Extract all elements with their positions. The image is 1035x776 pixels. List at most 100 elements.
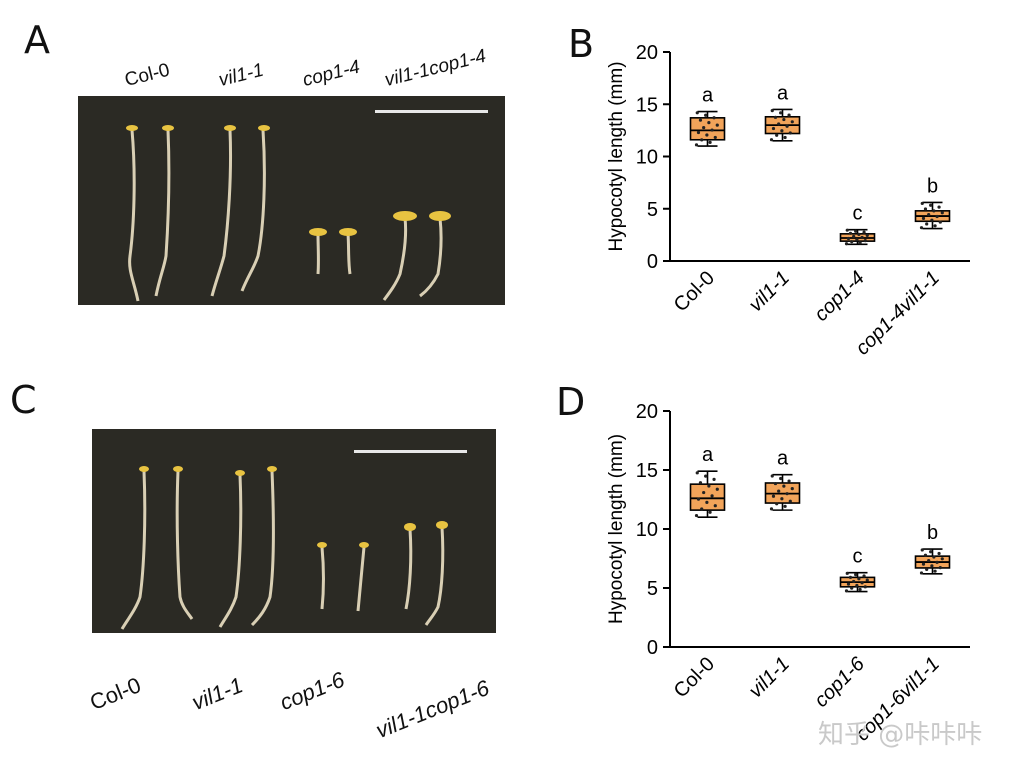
data-point bbox=[844, 242, 849, 246]
data-point bbox=[937, 205, 941, 209]
data-point bbox=[857, 232, 861, 236]
data-point bbox=[702, 125, 706, 130]
data-point bbox=[783, 504, 787, 508]
data-point bbox=[775, 133, 779, 137]
data-point bbox=[694, 143, 699, 147]
data-point bbox=[787, 479, 791, 483]
data-point bbox=[713, 504, 717, 508]
data-point bbox=[848, 231, 853, 235]
data-point bbox=[855, 583, 859, 588]
x-tick-label: vil1-1 bbox=[745, 653, 794, 702]
data-point bbox=[775, 502, 779, 506]
data-point bbox=[785, 492, 789, 496]
data-point bbox=[771, 494, 776, 498]
data-point bbox=[790, 487, 794, 491]
data-point bbox=[930, 218, 934, 222]
y-tick-label: 20 bbox=[636, 42, 658, 64]
data-point bbox=[707, 484, 711, 488]
genotype-label-double-c: vil1-1cop1-6 bbox=[372, 674, 493, 744]
y-tick-label: 10 bbox=[636, 519, 658, 541]
panel-letter-a: A bbox=[24, 18, 50, 62]
data-point bbox=[785, 124, 789, 128]
significance-letter: a bbox=[777, 82, 789, 104]
data-point bbox=[920, 548, 924, 552]
data-point bbox=[777, 122, 781, 126]
chart-b: 0 5 10 15 20 Hypocotyl length (mm) a Col-0 a vil1… bbox=[606, 42, 970, 360]
data-point bbox=[694, 513, 699, 518]
data-point bbox=[708, 140, 712, 144]
data-point bbox=[700, 138, 704, 142]
data-point bbox=[927, 213, 931, 217]
x-tick-label: cop1-6 bbox=[810, 652, 869, 711]
data-point bbox=[933, 569, 937, 573]
data-point bbox=[695, 471, 699, 475]
data-point bbox=[846, 582, 851, 586]
data-point bbox=[845, 571, 849, 575]
data-point bbox=[771, 126, 776, 131]
data-point bbox=[780, 497, 784, 501]
data-point bbox=[788, 131, 792, 135]
data-point bbox=[865, 233, 869, 237]
data-point bbox=[940, 557, 944, 561]
data-point bbox=[845, 228, 849, 232]
data-point bbox=[779, 111, 783, 115]
box-body bbox=[689, 483, 726, 511]
data-point bbox=[860, 235, 864, 240]
data-point bbox=[705, 133, 709, 137]
data-point bbox=[783, 135, 787, 140]
data-point bbox=[715, 487, 719, 491]
y-axis-label: Hypocotyl length (mm) bbox=[606, 61, 627, 251]
data-point bbox=[710, 128, 714, 132]
data-point bbox=[788, 499, 792, 503]
data-point bbox=[773, 481, 778, 486]
data-point bbox=[770, 108, 774, 113]
data-point bbox=[715, 123, 719, 127]
data-point bbox=[854, 573, 858, 577]
data-point bbox=[787, 113, 791, 117]
data-point bbox=[927, 558, 931, 563]
significance-letter: b bbox=[927, 175, 938, 197]
data-point bbox=[920, 201, 924, 206]
data-point bbox=[857, 577, 861, 581]
genotype-label-cop16-c: cop1-6 bbox=[276, 666, 349, 716]
data-point bbox=[712, 477, 716, 481]
seedling-drawings-c bbox=[120, 466, 448, 630]
data-point bbox=[780, 129, 784, 133]
data-point bbox=[929, 203, 933, 207]
y-tick-label: 15 bbox=[636, 94, 658, 116]
significance-letter: a bbox=[702, 85, 714, 107]
y-axis-label: Hypocotyl length (mm) bbox=[606, 434, 627, 624]
data-point bbox=[852, 234, 856, 239]
y-tick-label: 5 bbox=[647, 199, 658, 221]
data-point bbox=[858, 241, 862, 245]
y-tick-label: 0 bbox=[647, 251, 658, 273]
y-tick-label: 0 bbox=[647, 637, 658, 659]
significance-letter: a bbox=[777, 448, 789, 470]
panel-letter-d: D bbox=[556, 380, 586, 424]
data-point bbox=[782, 117, 786, 122]
data-point bbox=[850, 586, 854, 590]
data-point bbox=[852, 579, 856, 584]
data-point bbox=[930, 564, 934, 568]
data-point bbox=[712, 116, 716, 120]
genotype-label-vil1-c: vil1-1 bbox=[188, 672, 247, 716]
data-point bbox=[863, 585, 867, 589]
data-point bbox=[713, 135, 717, 140]
data-point bbox=[923, 553, 928, 557]
data-point bbox=[777, 489, 781, 493]
y-tick-label: 15 bbox=[636, 460, 658, 482]
data-point bbox=[935, 560, 939, 564]
data-point bbox=[865, 578, 869, 582]
box-body bbox=[689, 117, 726, 141]
scale-bar bbox=[375, 110, 488, 113]
data-point bbox=[940, 211, 944, 215]
genotype-label-col0-a: Col-0 bbox=[122, 59, 172, 92]
data-point bbox=[704, 474, 708, 478]
data-point bbox=[708, 510, 712, 514]
data-point bbox=[862, 574, 866, 578]
data-point bbox=[696, 497, 701, 501]
data-point bbox=[863, 239, 867, 243]
chart-d: 0 5 10 15 20 Hypocotyl length (mm) a Col-0 a vil1… bbox=[606, 401, 970, 746]
data-point bbox=[923, 207, 928, 211]
data-point bbox=[779, 476, 783, 481]
